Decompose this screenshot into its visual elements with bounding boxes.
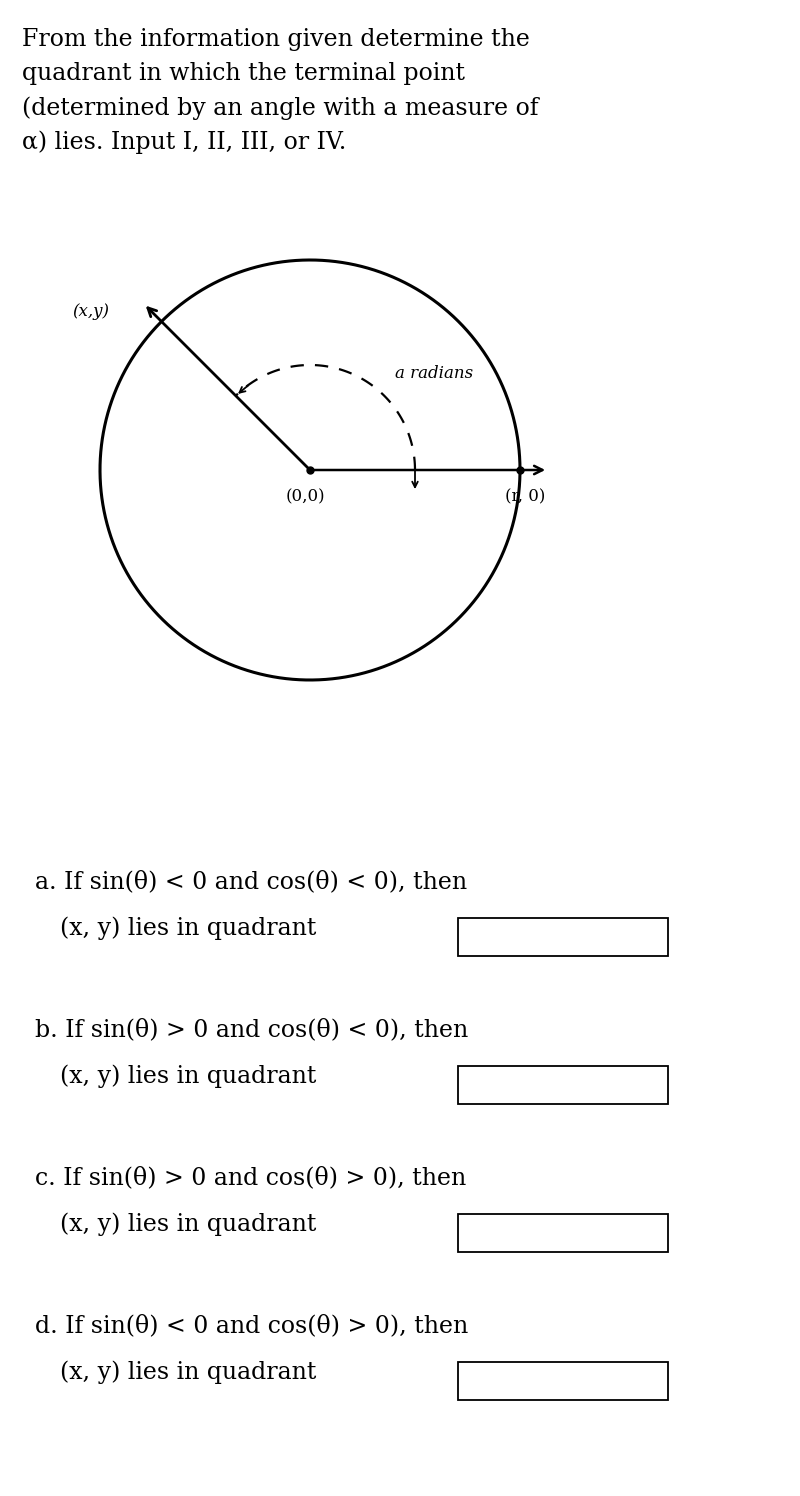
Text: (x, y) lies in quadrant: (x, y) lies in quadrant [60,1064,316,1088]
Bar [458,1361,668,1400]
Text: d. If sin(θ) < 0 and cos(θ) > 0), then: d. If sin(θ) < 0 and cos(θ) > 0), then [35,1313,468,1337]
Bar [458,1067,668,1104]
Text: a radians: a radians [395,365,474,383]
Text: a. If sin(θ) < 0 and cos(θ) < 0), then: a. If sin(θ) < 0 and cos(θ) < 0), then [35,871,467,893]
Text: (determined by an angle with a measure of: (determined by an angle with a measure o… [22,96,538,120]
Text: c. If sin(θ) > 0 and cos(θ) > 0), then: c. If sin(θ) > 0 and cos(θ) > 0), then [35,1165,466,1189]
Text: (x, y) lies in quadrant: (x, y) lies in quadrant [60,1212,316,1236]
Text: (x, y) lies in quadrant: (x, y) lies in quadrant [60,916,316,939]
Text: (x,y): (x,y) [73,304,110,320]
Text: b. If sin(θ) > 0 and cos(θ) < 0), then: b. If sin(θ) > 0 and cos(θ) < 0), then [35,1017,468,1041]
Bar [458,1213,668,1252]
Text: From the information given determine the: From the information given determine the [22,28,530,51]
Text: (0,0): (0,0) [285,488,325,506]
Text: quadrant in which the terminal point: quadrant in which the terminal point [22,61,465,85]
Text: (r, 0): (r, 0) [505,488,545,506]
Text: α) lies. Input I, II, III, or IV.: α) lies. Input I, II, III, or IV. [22,130,346,154]
Text: (x, y) lies in quadrant: (x, y) lies in quadrant [60,1360,316,1384]
Bar [458,919,668,956]
